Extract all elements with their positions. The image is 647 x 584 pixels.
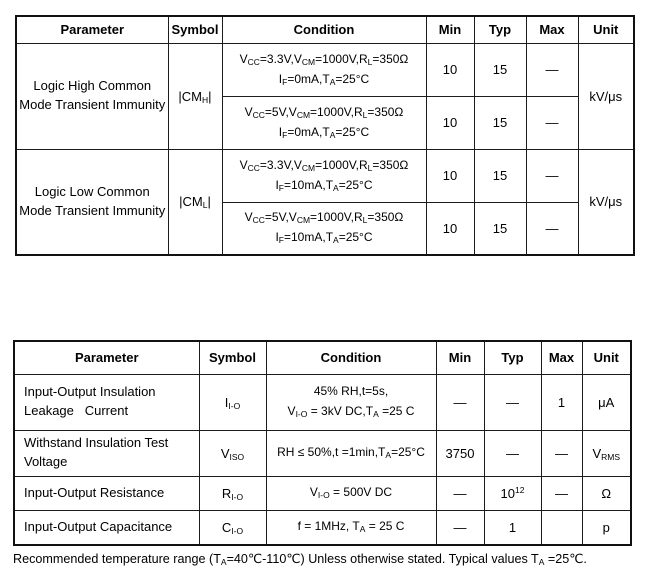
col-header-parameter: Parameter: [15, 15, 169, 44]
typ-cell: 15: [473, 201, 527, 256]
param-cell: Withstand Insulation Test Voltage: [13, 429, 200, 477]
unit-cell: kV/μs: [577, 42, 635, 150]
typ-cell: 1: [483, 509, 542, 546]
typ-cell: —: [483, 429, 542, 477]
condition-cell: VCC=5V,VCM=1000V,RL=350Ω IF=10mA,TA=25°C: [221, 201, 427, 256]
min-cell: —: [435, 475, 485, 511]
typ-cell: —: [483, 373, 542, 431]
table-row: Input-Output Resistance RI-O VI-O = 500V…: [13, 475, 632, 511]
min-cell: 3750: [435, 429, 485, 477]
col-header-max: Max: [525, 15, 579, 44]
table2-header-row: Parameter Symbol Condition Min Typ Max U…: [13, 340, 632, 375]
col-header-symbol: Symbol: [198, 340, 267, 375]
param-cell: Input-Output Resistance: [13, 475, 200, 511]
max-cell: —: [540, 429, 583, 477]
max-cell: —: [525, 42, 579, 97]
condition-cell: VCC=5V,VCM=1000V,RL=350Ω IF=0mA,TA=25°C: [221, 95, 427, 150]
col-header-typ: Typ: [473, 15, 527, 44]
table1-header-row: Parameter Symbol Condition Min Typ Max U…: [15, 15, 635, 44]
param-cell: Logic High Common Mode Transient Immunit…: [15, 42, 169, 150]
typ-cell: 15: [473, 148, 527, 203]
col-header-min: Min: [435, 340, 485, 375]
transient-immunity-table: Parameter Symbol Condition Min Typ Max U…: [15, 15, 635, 256]
symbol-cell: VISO: [198, 429, 267, 477]
condition-cell: VCC=3.3V,VCM=1000V,RL=350Ω IF=0mA,TA=25°C: [221, 42, 427, 97]
unit-cell: μA: [581, 373, 632, 431]
col-header-condition: Condition: [265, 340, 437, 375]
param-cell: Input-Output Capacitance: [13, 509, 200, 546]
max-cell: [540, 509, 583, 546]
symbol-cell: CI-O: [198, 509, 267, 546]
col-header-unit: Unit: [581, 340, 632, 375]
unit-cell: kV/μs: [577, 148, 635, 256]
typ-cell: 1012: [483, 475, 542, 511]
condition-cell: VI-O = 500V DC: [265, 475, 437, 511]
symbol-cell: RI-O: [198, 475, 267, 511]
param-cell: Logic Low Common Mode Transient Immunity: [15, 148, 169, 256]
max-cell: —: [525, 148, 579, 203]
unit-cell: p: [581, 509, 632, 546]
symbol-cell: II-O: [198, 373, 267, 431]
min-cell: —: [435, 509, 485, 546]
col-header-min: Min: [425, 15, 475, 44]
param-cell: Input-Output Insulation Leakage Current: [13, 373, 200, 431]
col-header-unit: Unit: [577, 15, 635, 44]
table-row: VCC=5V,VCM=1000V,RL=350Ω IF=0mA,TA=25°C 1…: [16, 95, 634, 150]
unit-cell: Ω: [581, 475, 632, 511]
col-header-condition: Condition: [221, 15, 427, 44]
col-header-symbol: Symbol: [167, 15, 223, 44]
col-header-max: Max: [540, 340, 583, 375]
condition-cell: 45% RH,t=5s, VI-O = 3kV DC,TA =25 C: [265, 373, 437, 431]
symbol-cell: |CMH|: [167, 42, 223, 150]
table-row: Logic Low Common Mode Transient Immunity…: [15, 148, 635, 256]
footer-note: Recommended temperature range (TA=40℃-11…: [13, 552, 587, 567]
table-row: Logic High Common Mode Transient Immunit…: [15, 42, 635, 150]
symbol-cell: |CML|: [167, 148, 223, 256]
col-header-typ: Typ: [483, 340, 542, 375]
unit-cell: VRMS: [581, 429, 632, 477]
condition-cell: RH ≤ 50%,t =1min,TA=25°C: [265, 429, 437, 477]
min-cell: 10: [425, 95, 475, 150]
max-cell: —: [525, 201, 579, 256]
table-row: Input-Output Capacitance CI-O f = 1MHz, …: [13, 509, 632, 546]
table-row: Input-Output Insulation Leakage Current I…: [13, 373, 632, 431]
min-cell: 10: [425, 42, 475, 97]
min-cell: 10: [425, 148, 475, 203]
condition-cell: VCC=3.3V,VCM=1000V,RL=350Ω IF=10mA,TA=25°…: [221, 148, 427, 203]
condition-cell: f = 1MHz, TA = 25 C: [265, 509, 437, 546]
max-cell: —: [525, 95, 579, 150]
min-cell: —: [435, 373, 485, 431]
max-cell: 1: [540, 373, 583, 431]
max-cell: —: [540, 475, 583, 511]
table-row: VCC=5V,VCM=1000V,RL=350Ω IF=10mA,TA=25°C …: [16, 201, 634, 256]
typ-cell: 15: [473, 42, 527, 97]
min-cell: 10: [425, 201, 475, 256]
col-header-parameter: Parameter: [13, 340, 200, 375]
table-row: Withstand Insulation Test Voltage VISO RH…: [13, 429, 632, 477]
typ-cell: 15: [473, 95, 527, 150]
insulation-table: Parameter Symbol Condition Min Typ Max U…: [13, 340, 632, 546]
